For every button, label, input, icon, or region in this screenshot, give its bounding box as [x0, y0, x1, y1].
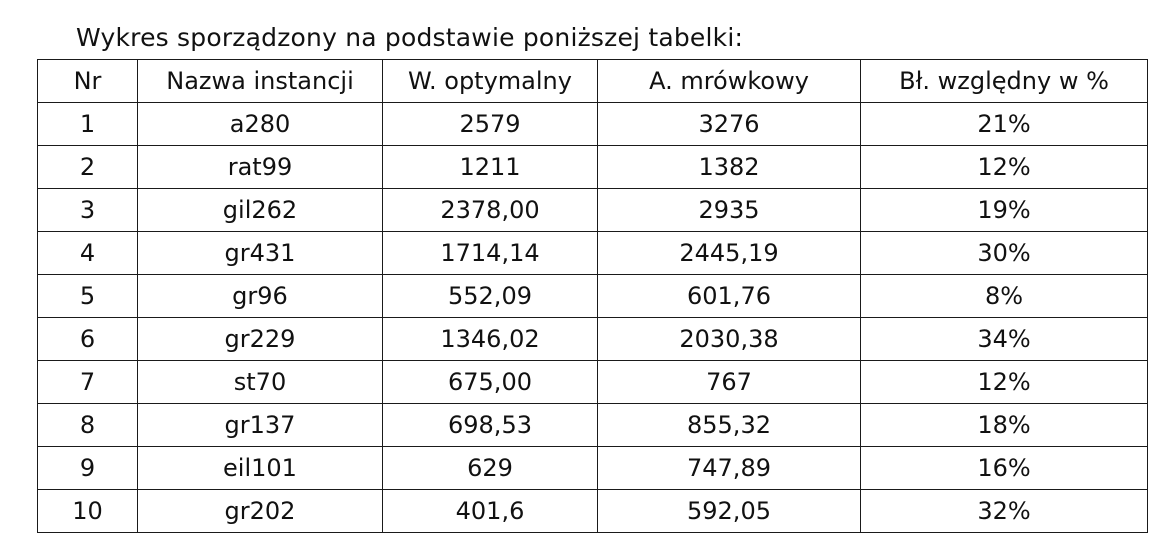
table-header-row: Nr Nazwa instancji W. optymalny A. mrówk… — [37, 59, 1148, 103]
table-caption: Wykres sporządzony na podstawie poniższe… — [76, 23, 744, 52]
cell-ant-algorithm: 2445,19 — [597, 231, 861, 275]
cell-optimal-value: 552,09 — [382, 274, 598, 318]
table-row: 3 gil262 2378,00 2935 19% — [37, 188, 1148, 232]
table-row: 9 eil101 629 747,89 16% — [37, 446, 1148, 490]
cell-instance-name: gr96 — [137, 274, 383, 318]
cell-relative-error: 34% — [860, 317, 1148, 361]
cell-relative-error: 8% — [860, 274, 1148, 318]
cell-relative-error: 30% — [860, 231, 1148, 275]
cell-nr: 6 — [37, 317, 138, 361]
table-row: 7 st70 675,00 767 12% — [37, 360, 1148, 404]
table-row: 2 rat99 1211 1382 12% — [37, 145, 1148, 189]
cell-ant-algorithm: 747,89 — [597, 446, 861, 490]
cell-instance-name: gr137 — [137, 403, 383, 447]
cell-instance-name: eil101 — [137, 446, 383, 490]
cell-relative-error: 12% — [860, 145, 1148, 189]
cell-nr: 3 — [37, 188, 138, 232]
cell-ant-algorithm: 855,32 — [597, 403, 861, 447]
cell-optimal-value: 401,6 — [382, 489, 598, 533]
table-row: 6 gr229 1346,02 2030,38 34% — [37, 317, 1148, 361]
header-nr: Nr — [37, 59, 138, 103]
cell-instance-name: a280 — [137, 102, 383, 146]
header-optimal-value: W. optymalny — [382, 59, 598, 103]
results-table: Nr Nazwa instancji W. optymalny A. mrówk… — [37, 59, 1148, 533]
cell-relative-error: 18% — [860, 403, 1148, 447]
cell-instance-name: gil262 — [137, 188, 383, 232]
cell-optimal-value: 629 — [382, 446, 598, 490]
cell-instance-name: gr431 — [137, 231, 383, 275]
cell-instance-name: rat99 — [137, 145, 383, 189]
table-row: 1 a280 2579 3276 21% — [37, 102, 1148, 146]
cell-ant-algorithm: 3276 — [597, 102, 861, 146]
cell-optimal-value: 1714,14 — [382, 231, 598, 275]
header-ant-algorithm: A. mrówkowy — [597, 59, 861, 103]
cell-instance-name: gr229 — [137, 317, 383, 361]
cell-ant-algorithm: 2030,38 — [597, 317, 861, 361]
cell-nr: 4 — [37, 231, 138, 275]
cell-nr: 8 — [37, 403, 138, 447]
header-instance-name: Nazwa instancji — [137, 59, 383, 103]
cell-instance-name: gr202 — [137, 489, 383, 533]
table-row: 4 gr431 1714,14 2445,19 30% — [37, 231, 1148, 275]
cell-optimal-value: 2579 — [382, 102, 598, 146]
cell-ant-algorithm: 1382 — [597, 145, 861, 189]
cell-relative-error: 21% — [860, 102, 1148, 146]
cell-ant-algorithm: 2935 — [597, 188, 861, 232]
cell-instance-name: st70 — [137, 360, 383, 404]
cell-nr: 7 — [37, 360, 138, 404]
cell-nr: 1 — [37, 102, 138, 146]
cell-optimal-value: 675,00 — [382, 360, 598, 404]
cell-nr: 10 — [37, 489, 138, 533]
cell-optimal-value: 2378,00 — [382, 188, 598, 232]
cell-relative-error: 16% — [860, 446, 1148, 490]
cell-relative-error: 12% — [860, 360, 1148, 404]
table-row: 5 gr96 552,09 601,76 8% — [37, 274, 1148, 318]
table-row: 8 gr137 698,53 855,32 18% — [37, 403, 1148, 447]
cell-optimal-value: 1211 — [382, 145, 598, 189]
header-relative-error: Bł. względny w % — [860, 59, 1148, 103]
cell-relative-error: 32% — [860, 489, 1148, 533]
cell-ant-algorithm: 592,05 — [597, 489, 861, 533]
cell-ant-algorithm: 601,76 — [597, 274, 861, 318]
table-row: 10 gr202 401,6 592,05 32% — [37, 489, 1148, 533]
cell-relative-error: 19% — [860, 188, 1148, 232]
cell-nr: 2 — [37, 145, 138, 189]
cell-optimal-value: 698,53 — [382, 403, 598, 447]
cell-ant-algorithm: 767 — [597, 360, 861, 404]
cell-nr: 5 — [37, 274, 138, 318]
cell-optimal-value: 1346,02 — [382, 317, 598, 361]
cell-nr: 9 — [37, 446, 138, 490]
